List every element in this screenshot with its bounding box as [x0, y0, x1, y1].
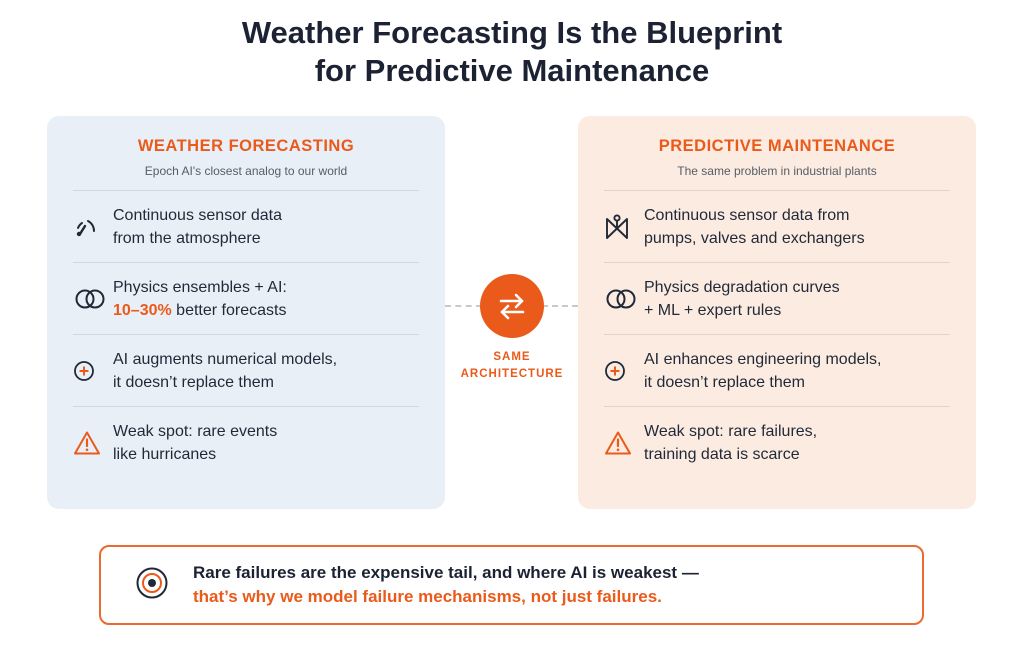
list-item-text: Weak spot: rare failures, training data …: [644, 420, 817, 466]
callout-line-1: Rare failures are the expensive tail, an…: [193, 563, 699, 582]
list-item-text: Physics degradation curves + ML + expert…: [644, 276, 840, 322]
list-item: AI enhances engineering models, it doesn…: [604, 335, 950, 407]
warning-icon: [604, 430, 644, 456]
card-header: PREDICTIVE MAINTENANCE The same problem …: [604, 116, 950, 191]
list-item-text: Continuous sensor data from the atmosphe…: [113, 204, 282, 250]
weather-forecasting-card: WEATHER FORECASTING Epoch AI's closest a…: [47, 116, 445, 509]
list-item-line-2: training data is scarce: [644, 446, 800, 463]
list-item: Weak spot: rare events like hurricanes: [73, 407, 419, 479]
list-item-line-1: Physics degradation curves: [644, 278, 840, 296]
card-subtitle: The same problem in industrial plants: [677, 164, 877, 178]
list-item-text: Weak spot: rare events like hurricanes: [113, 420, 277, 466]
accuracy-gain-highlight: 10–30%: [113, 301, 172, 319]
list-item-text: Continuous sensor data from pumps, valve…: [644, 204, 865, 250]
list-item: Continuous sensor data from pumps, valve…: [604, 191, 950, 263]
page-title-line-2: for Predictive Maintenance: [314, 53, 710, 88]
list-item-line-2: pumps, valves and exchangers: [644, 229, 865, 247]
label-line-1: SAME: [493, 351, 531, 363]
plus-circle-icon: [73, 360, 113, 382]
connector-line-right: [542, 305, 578, 307]
valve-icon: [604, 213, 644, 241]
list-item-line-1: Weak spot: rare events: [113, 423, 278, 440]
swap-arrows-icon: [480, 274, 544, 338]
list-item-line-2: from the atmosphere: [113, 229, 261, 247]
card-subtitle: Epoch AI's closest analog to our world: [144, 164, 348, 178]
card-header: WEATHER FORECASTING Epoch AI's closest a…: [73, 116, 419, 191]
key-takeaway-callout: Rare failures are the expensive tail, an…: [99, 545, 924, 625]
list-item-line-1: Physics ensembles + AI:: [113, 278, 287, 296]
list-item-line-1: Continuous sensor data from: [644, 206, 850, 224]
list-item-line-2: like hurricanes: [113, 446, 217, 463]
connector-line-left: [445, 305, 482, 307]
callout-text: Rare failures are the expensive tail, an…: [193, 561, 699, 609]
card-title: PREDICTIVE MAINTENANCE: [658, 137, 896, 155]
target-icon: [135, 566, 171, 605]
plus-circle-icon: [604, 360, 644, 382]
list-item: Physics ensembles + AI: 10–30% better fo…: [73, 263, 419, 335]
list-item-text: AI augments numerical models, it doesn’t…: [113, 348, 337, 394]
list-item-line-2: it doesn’t replace them: [113, 373, 274, 391]
list-item-line-1: AI augments numerical models,: [113, 350, 338, 368]
list-item-line-1: Weak spot: rare failures,: [644, 423, 818, 440]
list-item-line-2-rest: better forecasts: [171, 301, 287, 319]
list-item: AI augments numerical models, it doesn’t…: [73, 335, 419, 407]
list-item-line-2: it doesn’t replace them: [644, 373, 805, 391]
list-item-line-2: + ML + expert rules: [644, 301, 782, 319]
predictive-maintenance-card: PREDICTIVE MAINTENANCE The same problem …: [578, 116, 976, 509]
list-item: Continuous sensor data from the atmosphe…: [73, 191, 419, 263]
list-item-line-2: 10–30% better forecasts: [113, 299, 287, 322]
label-line-2: ARCHITECTURE: [460, 368, 564, 380]
ensemble-rings-icon: [604, 287, 644, 311]
list-item-line-1: AI enhances engineering models,: [644, 350, 882, 368]
ensemble-rings-icon: [73, 287, 113, 311]
list-item: Physics degradation curves + ML + expert…: [604, 263, 950, 335]
list-item: Weak spot: rare failures, training data …: [604, 407, 950, 479]
callout-line-2: that’s why we model failure mechanisms, …: [193, 587, 662, 606]
page-title-line-1: Weather Forecasting Is the Blueprint: [241, 15, 783, 50]
card-title: WEATHER FORECASTING: [137, 137, 355, 155]
list-item-line-1: Continuous sensor data: [113, 206, 282, 224]
gauge-icon: [73, 214, 113, 240]
list-item-text: Physics ensembles + AI: 10–30% better fo…: [113, 276, 287, 322]
same-architecture-label: SAME ARCHITECTURE: [440, 349, 584, 383]
list-item-text: AI enhances engineering models, it doesn…: [644, 348, 882, 394]
warning-icon: [73, 430, 113, 456]
page-title: Weather Forecasting Is the Blueprint for…: [0, 14, 1024, 90]
